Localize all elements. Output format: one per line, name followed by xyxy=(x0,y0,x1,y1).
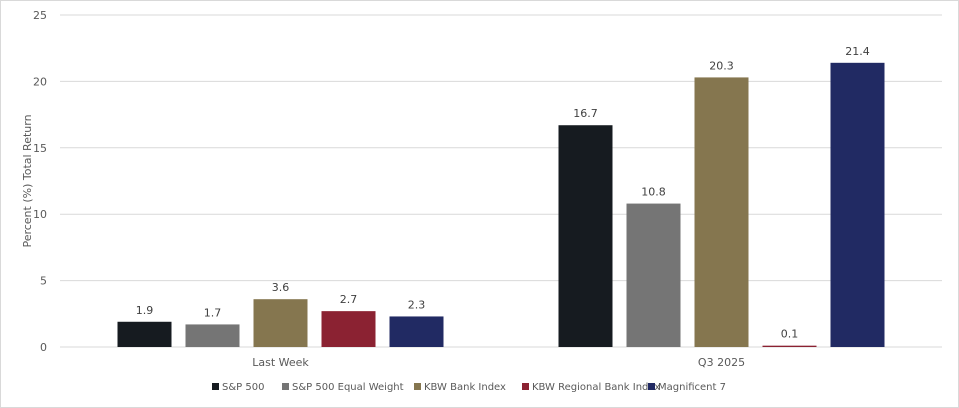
bars: 1.9 1.7 3.6 2.7 2.3 16.7 10.8 20.3 0.1 21.4 xyxy=(117,45,885,348)
data-label: 3.6 xyxy=(272,281,290,294)
legend-label: Magnificent 7 xyxy=(658,382,726,393)
bar-s-p-500 xyxy=(117,321,172,347)
legend-label: KBW Bank Index xyxy=(424,382,506,393)
legend-label: KBW Regional Bank Index xyxy=(532,382,660,393)
bar-kbw-bank-index xyxy=(694,77,749,347)
bar-s-p-500 xyxy=(558,125,613,347)
bar-s-p-500-equal-weight xyxy=(626,203,681,347)
y-axis-title: Percent (%) Total Return xyxy=(21,114,34,247)
legend-swatch xyxy=(648,383,655,390)
data-label: 0.1 xyxy=(781,328,799,341)
x-category-label: Q3 2025 xyxy=(698,356,745,369)
legend: S&P 500 S&P 500 Equal Weight KBW Bank Inde… xyxy=(212,382,726,393)
data-label: 1.7 xyxy=(204,306,222,319)
y-tick-label: 0 xyxy=(40,341,47,354)
data-label: 10.8 xyxy=(641,186,666,199)
y-tick-label: 10 xyxy=(33,208,47,221)
legend-label: S&P 500 xyxy=(222,382,264,393)
data-label: 21.4 xyxy=(845,45,870,58)
data-label: 1.9 xyxy=(136,304,154,317)
legend-swatch xyxy=(414,383,421,390)
bar-kbw-bank-index xyxy=(253,299,308,347)
bar-s-p-500-equal-weight xyxy=(185,324,240,347)
legend-swatch xyxy=(522,383,529,390)
data-label: 20.3 xyxy=(709,59,734,72)
x-axis-categories: Last Week Q3 2025 xyxy=(252,356,745,369)
data-label: 16.7 xyxy=(573,107,598,120)
bar-magnificent-7 xyxy=(389,316,444,347)
gridlines xyxy=(60,14,942,348)
data-label: 2.7 xyxy=(340,293,358,306)
data-label: 2.3 xyxy=(408,298,426,311)
bar-kbw-regional-bank-index xyxy=(321,311,376,347)
y-tick-label: 20 xyxy=(33,75,47,88)
y-tick-label: 25 xyxy=(33,9,47,22)
x-category-label: Last Week xyxy=(252,356,309,369)
legend-label: S&P 500 Equal Weight xyxy=(292,382,404,393)
y-tick-label: 15 xyxy=(33,142,47,155)
y-axis-ticks: 0 5 10 15 20 25 xyxy=(33,9,47,354)
y-tick-label: 5 xyxy=(40,275,47,288)
bar-kbw-regional-bank-index xyxy=(762,345,817,347)
bar-magnificent-7 xyxy=(830,62,885,348)
legend-swatch xyxy=(212,383,219,390)
legend-swatch xyxy=(282,383,289,390)
